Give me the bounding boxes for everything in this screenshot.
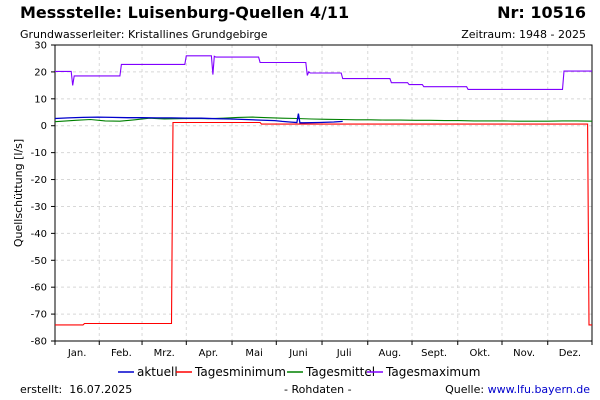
x-tick-label: Okt. bbox=[469, 348, 490, 359]
station-number: Nr: 10516 bbox=[497, 3, 586, 22]
series-line-tagesmaximum bbox=[55, 55, 592, 90]
y-tick-label: -10 bbox=[31, 148, 47, 159]
y-tick-label: -40 bbox=[31, 229, 47, 240]
x-tick-label: Mrz. bbox=[154, 348, 175, 359]
chart-series bbox=[54, 55, 593, 326]
legend-label: Tagesmaximum bbox=[385, 365, 480, 379]
page-title: Messstelle: Luisenburg-Quellen 4/11 bbox=[20, 3, 350, 22]
source-label: Quelle: bbox=[445, 383, 485, 396]
y-tick-label: -60 bbox=[31, 283, 47, 294]
x-tick-label: Dez. bbox=[559, 348, 581, 359]
y-tick-label: -80 bbox=[31, 337, 47, 348]
y-tick-label: -50 bbox=[31, 256, 47, 267]
y-tick-label: -70 bbox=[31, 310, 47, 321]
x-tick-label: Nov. bbox=[513, 348, 535, 359]
y-axis-ticks: 30 20 10 0 -10 -20 -30 -40 -50 -60 -70 -80 bbox=[31, 41, 55, 348]
x-tick-label: Juli bbox=[336, 348, 352, 359]
y-tick-label: -30 bbox=[31, 202, 47, 213]
y-tick-label: 30 bbox=[34, 41, 47, 52]
y-tick-label: 10 bbox=[34, 94, 47, 105]
period-label: Zeitraum: 1948 - 2025 bbox=[461, 28, 586, 41]
x-tick-label: Feb. bbox=[111, 348, 132, 359]
chart-legend: aktuell Tagesminimum Tagesmittel Tagesmaxim… bbox=[118, 365, 480, 379]
x-tick-label: Jan. bbox=[67, 348, 87, 359]
source-info: Quelle: www.lfu.bayern.de bbox=[445, 383, 590, 396]
data-note: - Rohdaten - bbox=[284, 383, 352, 396]
legend-label: Tagesmittel bbox=[305, 365, 375, 379]
source-link[interactable]: www.lfu.bayern.de bbox=[487, 383, 590, 396]
y-axis-label: Quellschüttung [l/s] bbox=[12, 139, 25, 247]
created-date: 16.07.2025 bbox=[69, 383, 133, 396]
x-tick-label: Aug. bbox=[379, 348, 402, 359]
chart-grid bbox=[55, 44, 592, 342]
y-tick-label: 20 bbox=[34, 67, 47, 78]
x-tick-label: Juni bbox=[288, 348, 307, 359]
created-label: erstellt: bbox=[20, 383, 63, 396]
created-info: erstellt: 16.07.2025 bbox=[20, 383, 132, 396]
x-axis-ticks: Jan. Feb. Mrz. Apr. Mai Juni Juli Aug. Sept. Okt.… bbox=[54, 341, 593, 359]
legend-label: Tagesminimum bbox=[194, 365, 286, 379]
series-line-aktuell bbox=[54, 113, 343, 124]
y-tick-label: 0 bbox=[41, 121, 47, 132]
x-tick-label: Sept. bbox=[421, 348, 447, 359]
legend-label: aktuell bbox=[137, 365, 178, 379]
aquifer-label: Grundwasserleiter: Kristallines Grundgeb… bbox=[20, 28, 268, 41]
y-tick-label: -20 bbox=[31, 175, 47, 186]
series-line-tagesminimum bbox=[55, 121, 592, 326]
x-tick-label: Mai bbox=[245, 348, 263, 359]
x-tick-label: Apr. bbox=[199, 348, 219, 359]
plot-frame bbox=[54, 44, 593, 342]
